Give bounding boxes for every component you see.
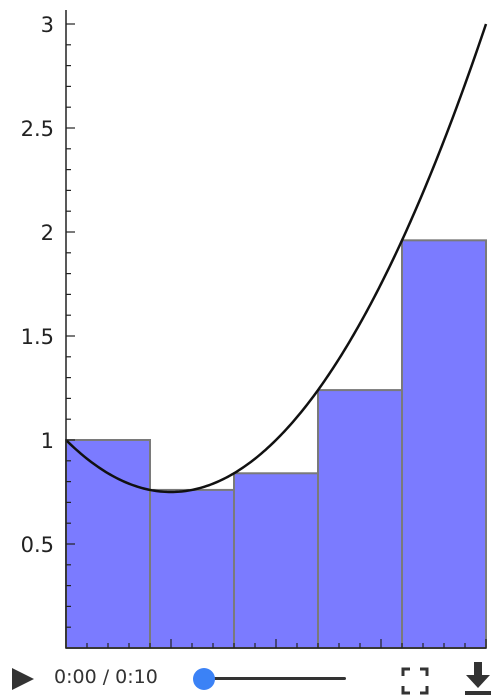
y-tick-label: 2.5 [21,117,54,141]
y-tick-label: 2 [41,221,54,245]
time-display: 0:00 / 0:10 [54,666,158,688]
riemann-bar [149,488,235,650]
seek-track [198,677,346,680]
riemann-bar [317,389,403,649]
fullscreen-button[interactable] [400,666,430,696]
fullscreen-icon [401,667,429,695]
riemann-bar [65,439,151,649]
riemann-plot: 0.5 1 1.5 2 2.5 3 [21,10,488,650]
seek-thumb[interactable] [193,668,215,690]
y-tick-label: 3 [41,13,54,37]
video-controls: 0:00 / 0:10 [0,656,495,696]
riemann-bar [401,239,487,649]
download-button[interactable] [462,660,494,696]
y-tick-label: 0.5 [21,533,54,557]
y-tick-label: 1.5 [21,325,54,349]
seek-slider[interactable] [190,666,350,692]
riemann-bar [233,472,319,649]
play-icon [12,668,34,690]
download-icon [465,662,491,695]
play-button[interactable] [12,668,34,690]
y-tick-label: 1 [41,429,54,453]
function-curve [65,23,488,494]
